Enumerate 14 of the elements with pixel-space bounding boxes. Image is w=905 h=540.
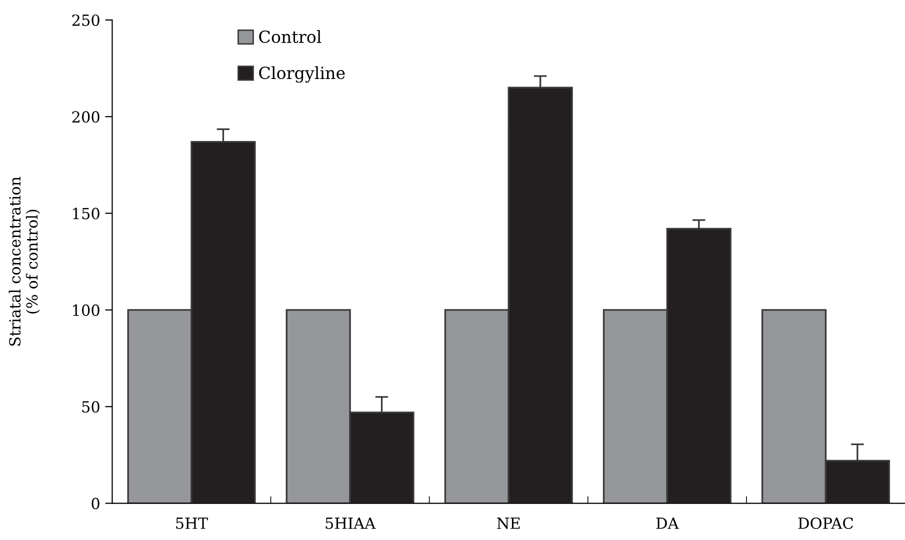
x-tick-label: NE (497, 518, 520, 529)
y-tick-label: 50 (82, 401, 100, 413)
y-tick-label: 0 (92, 498, 100, 510)
x-tick-label: DOPAC (798, 517, 853, 529)
y-tick-label: 200 (72, 111, 100, 123)
y-tick-label: 100 (73, 304, 100, 316)
legend-label: Control (259, 30, 322, 44)
legend-label: Clorgyline (259, 66, 345, 83)
x-tick-label: 5HT (176, 518, 208, 529)
x-tick-label: 5HIAA (326, 518, 376, 529)
y-axis-title: Striatal concentration (% of control) (8, 176, 40, 346)
y-tick-label: 150 (73, 208, 100, 220)
x-tick-label: DA (656, 518, 679, 529)
y-tick-label: 250 (72, 14, 100, 26)
